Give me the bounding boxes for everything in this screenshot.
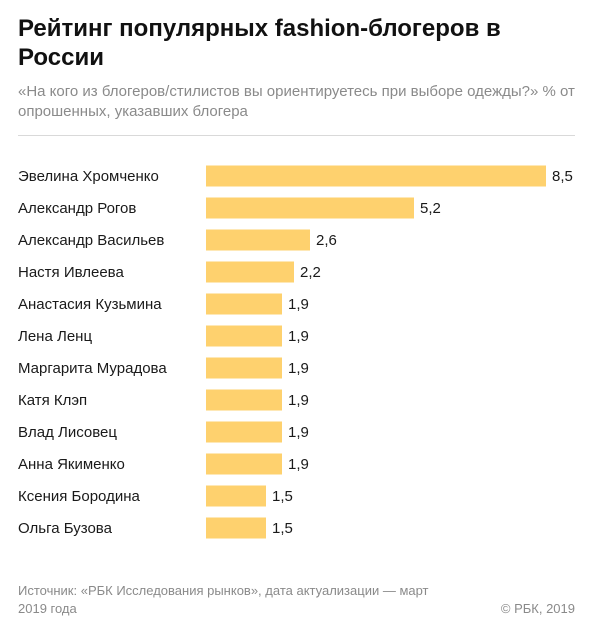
value-label: 8,5 bbox=[552, 168, 573, 185]
category-label: Настя Ивлеева bbox=[18, 264, 124, 281]
bar bbox=[206, 453, 282, 475]
category-label: Катя Клэп bbox=[18, 392, 87, 409]
value-label: 1,9 bbox=[288, 456, 309, 473]
header-divider bbox=[18, 135, 575, 136]
category-label: Анна Якименко bbox=[18, 456, 125, 473]
category-label: Александр Васильев bbox=[18, 232, 164, 249]
bar bbox=[206, 389, 282, 411]
bar-chart: Эвелина Хромченко 8,5 Александр Рогов 5,2 Ал… bbox=[18, 165, 573, 539]
source-note: Источник: «РБК Исследования рынков», дат… bbox=[18, 583, 429, 616]
bar bbox=[206, 165, 546, 187]
bar bbox=[206, 325, 282, 347]
bar bbox=[206, 421, 282, 443]
value-label: 1,9 bbox=[288, 328, 309, 345]
value-label: 1,9 bbox=[288, 424, 309, 441]
category-label: Эвелина Хромченко bbox=[18, 168, 159, 185]
category-label: Маргарита Мурадова bbox=[18, 360, 167, 377]
category-label: Влад Лисовец bbox=[18, 424, 117, 441]
copyright: © РБК, 2019 bbox=[500, 601, 575, 616]
category-label: Ксения Бородина bbox=[18, 488, 140, 505]
bar bbox=[206, 197, 414, 219]
value-label: 1,9 bbox=[288, 296, 309, 313]
bar bbox=[206, 517, 266, 539]
bar bbox=[206, 261, 294, 283]
value-label: 2,2 bbox=[300, 264, 321, 281]
bar bbox=[206, 293, 282, 315]
value-label: 5,2 bbox=[420, 200, 441, 217]
category-label: Лена Ленц bbox=[18, 328, 92, 345]
value-label: 1,5 bbox=[272, 520, 293, 537]
value-label: 1,9 bbox=[288, 392, 309, 409]
value-label: 1,5 bbox=[272, 488, 293, 505]
value-label: 2,6 bbox=[316, 232, 337, 249]
bar bbox=[206, 229, 310, 251]
chart-title: Рейтинг популярных fashion-блогеров в Ро… bbox=[18, 15, 501, 71]
category-label: Александр Рогов bbox=[18, 200, 136, 217]
bar bbox=[206, 357, 282, 379]
value-label: 1,9 bbox=[288, 360, 309, 377]
chart-subtitle: «На кого из блогеров/стилистов вы ориент… bbox=[18, 83, 575, 120]
category-label: Ольга Бузова bbox=[18, 520, 113, 537]
bar bbox=[206, 485, 266, 507]
category-label: Анастасия Кузьмина bbox=[18, 296, 162, 313]
